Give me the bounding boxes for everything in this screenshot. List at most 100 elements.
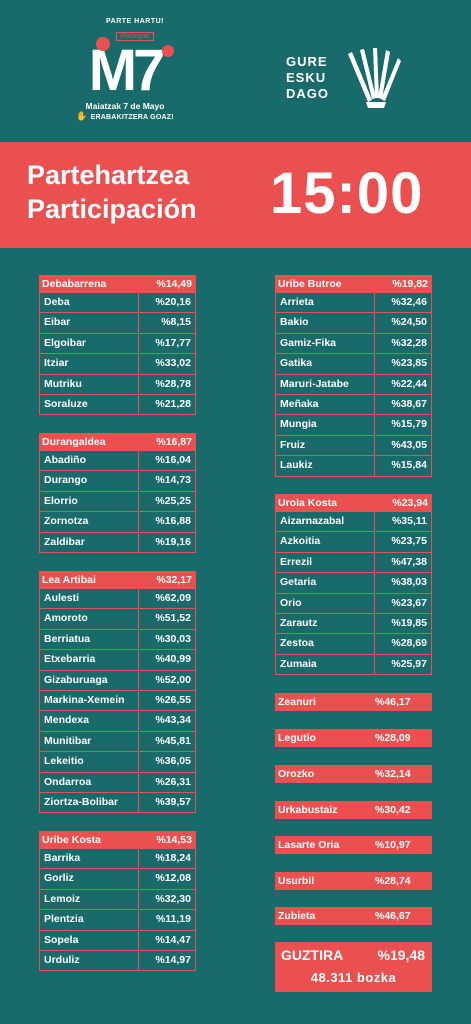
- table-row: Barrika %18,24: [39, 849, 196, 870]
- town-value: %43,34: [155, 714, 191, 727]
- table-row: Deba %20,16: [39, 293, 196, 314]
- hand-rays-icon: [348, 48, 401, 108]
- hand-icon: ✋: [76, 111, 88, 121]
- region-table: Debabarrena %14,49 Deba %20,16 Eibar %8,15 Elg…: [39, 275, 196, 416]
- town-value: %35,11: [391, 515, 427, 527]
- single-entry: Legutio %28,09: [275, 729, 432, 747]
- red-dot-icon: [96, 37, 110, 51]
- table-row: Sopela %14,47: [39, 930, 196, 951]
- town-name: Berriatua: [40, 629, 139, 650]
- town-name: Zaldibar: [40, 532, 139, 552]
- town-name: Zeanuri: [278, 696, 316, 708]
- table-row: Zarautz %19,85: [275, 613, 432, 635]
- town-name: Durango: [40, 471, 139, 491]
- region-header: Durangaldea %16,87: [39, 433, 196, 451]
- town-name: Getaria: [276, 573, 375, 593]
- participation-banner: Partehartzea Participación 15:00: [0, 142, 471, 248]
- town-name: Abadiño: [40, 451, 139, 471]
- logo-tagline: PARTE HARTU!: [106, 18, 164, 25]
- town-name: Zumaia: [276, 654, 375, 675]
- table-row: Maruri-Jatabe %22,44: [275, 374, 432, 395]
- total-votes: 48.311 bozka: [310, 970, 397, 985]
- region-value: %32,17: [156, 574, 192, 586]
- banner-time: 15:00: [270, 161, 424, 226]
- town-value: %26,55: [155, 693, 191, 706]
- region-header: Urola Kosta %23,94: [275, 494, 432, 512]
- single-entry: Zeanuri %46,17: [275, 693, 432, 711]
- table-row: Meñaka %38,67: [275, 394, 432, 416]
- town-name: Ondarroa: [40, 772, 139, 792]
- red-dot-icon: [162, 45, 174, 57]
- town-name: Sopela: [40, 930, 139, 950]
- region-name: Urola Kosta: [278, 497, 337, 509]
- town-value: %46,17: [375, 696, 411, 708]
- table-row: Mendexa %43,34: [39, 711, 196, 732]
- town-name: Munitibar: [40, 731, 139, 752]
- table-row: Plentzia %11,19: [39, 910, 196, 931]
- table-row: Markina-Xemein %26,55: [39, 690, 196, 712]
- logo-date: Maiatzak 7 de Mayo: [85, 101, 165, 111]
- region-header: Uribe Butroe %19,82: [275, 275, 432, 293]
- town-value: %10,97: [375, 839, 411, 851]
- town-name: Arrieta: [276, 293, 375, 313]
- town-value: %32,46: [391, 296, 427, 308]
- table-row: Azkoitia %23,75: [275, 532, 432, 553]
- region-value: %19,82: [392, 278, 428, 290]
- region-header: Debabarrena %14,49: [39, 275, 196, 293]
- town-name: Laukiz: [276, 456, 375, 476]
- town-value: %26,31: [155, 775, 191, 788]
- town-name: Bakio: [276, 313, 375, 333]
- region-name: Durangaldea: [42, 436, 106, 448]
- town-value: %14,73: [155, 474, 191, 487]
- town-name: Elorrio: [40, 491, 139, 512]
- table-row: Zumaia %25,97: [275, 654, 432, 676]
- region-name: Debabarrena: [42, 278, 107, 290]
- logo-tagline-es: Participa!: [116, 32, 154, 41]
- town-name: Lemoiz: [40, 889, 139, 910]
- town-value: %12,08: [155, 872, 191, 885]
- table-row: Orio %23,67: [275, 593, 432, 614]
- town-value: %17,77: [155, 336, 191, 349]
- town-name: Markina-Xemein: [40, 690, 139, 711]
- town-name: Usurbil: [278, 875, 315, 887]
- region-value: %14,53: [156, 834, 192, 846]
- town-name: Gizaburuaga: [40, 670, 139, 690]
- town-name: Gorliz: [40, 869, 139, 889]
- m7-mark: M7: [60, 37, 190, 100]
- table-row: Soraluze %21,28: [39, 394, 196, 416]
- table-row: Gorliz %12,08: [39, 869, 196, 890]
- table-row: Elorrio %25,25: [39, 491, 196, 513]
- town-name: Orio: [276, 593, 375, 613]
- town-value: %25,25: [155, 494, 191, 507]
- town-name: Etxebarria: [40, 650, 139, 670]
- table-row: Ziortza-Bolibar %39,57: [39, 792, 196, 814]
- town-name: Aulesti: [40, 589, 139, 609]
- logo-slogan: ✋ ERABAKITZERA GOAZ!: [76, 111, 174, 121]
- town-name: Maruri-Jatabe: [276, 374, 375, 394]
- town-value: %22,44: [391, 377, 427, 390]
- region-table: Durangaldea %16,87 Abadiño %16,04 Durango %14…: [39, 433, 196, 553]
- table-row: Amoroto %51,52: [39, 609, 196, 630]
- town-value: %45,81: [155, 734, 191, 747]
- table-row: Lekeitio %36,05: [39, 752, 196, 773]
- town-name: Zornotza: [40, 512, 139, 532]
- region-name: Lea Artibai: [42, 574, 96, 586]
- single-entry: Orozko %32,14: [275, 765, 432, 783]
- table-row: Zornotza %16,88: [39, 512, 196, 533]
- table-row: Fruiz %43,05: [275, 435, 432, 457]
- banner-title-es: Participación: [27, 194, 197, 224]
- region-table: Uribe Butroe %19,82 Arrieta %32,46 Bakio %24,…: [275, 275, 432, 477]
- town-value: %15,84: [391, 459, 427, 472]
- town-name: Eibar: [40, 313, 139, 333]
- town-value: %20,16: [155, 296, 191, 308]
- town-value: %33,02: [155, 357, 191, 370]
- town-name: Plentzia: [40, 910, 139, 930]
- table-row: Mungia %15,79: [275, 415, 432, 436]
- town-name: Ziortza-Bolibar: [40, 792, 139, 813]
- town-name: Soraluze: [40, 394, 139, 415]
- table-row: Ondarroa %26,31: [39, 772, 196, 793]
- region-value: %23,94: [392, 497, 428, 509]
- town-value: %36,05: [155, 755, 191, 768]
- total-label: GUZTIRA: [281, 947, 344, 963]
- town-value: %28,69: [391, 637, 427, 650]
